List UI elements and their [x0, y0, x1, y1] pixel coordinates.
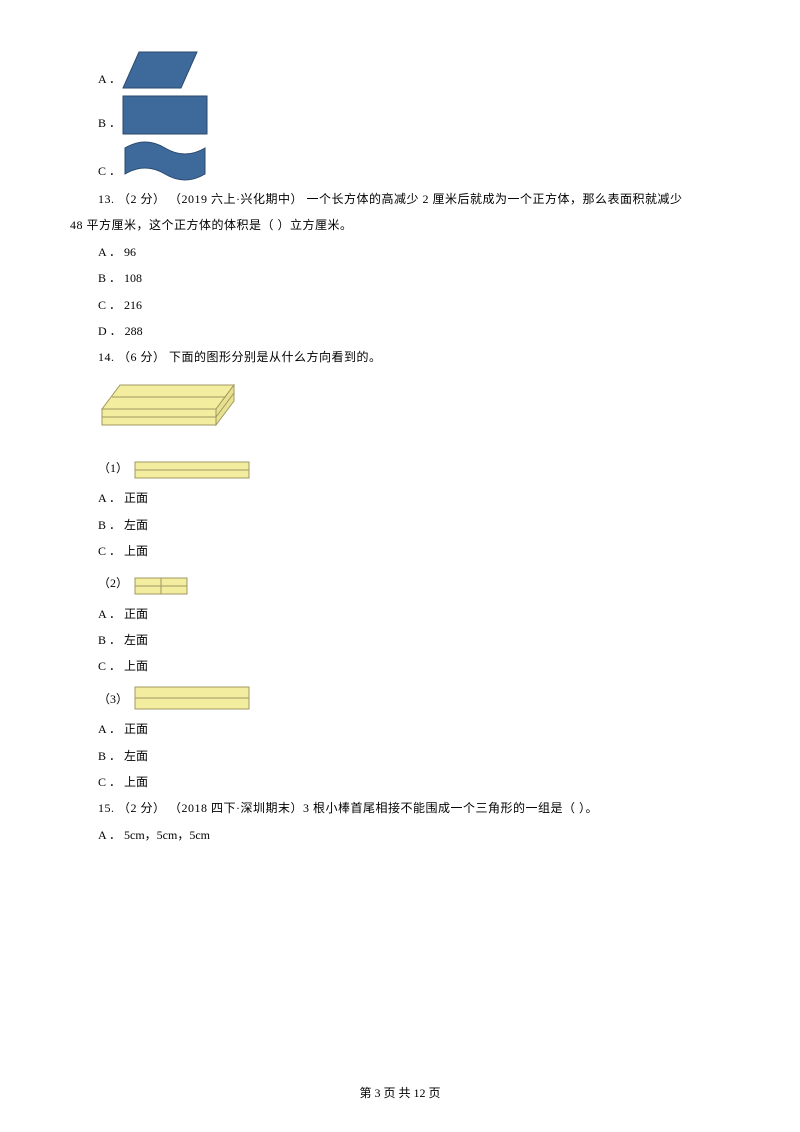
- q14-2-opt-a: A ． 正面: [70, 601, 730, 627]
- q14-1-opt-b: B ． 左面: [70, 512, 730, 538]
- parallelogram-icon: [121, 50, 201, 92]
- q14-3-opt-c: C ． 上面: [70, 769, 730, 795]
- wave-shape-icon: [121, 138, 211, 184]
- q15-opt-a: A ． 5cm，5cm，5cm: [70, 822, 730, 848]
- q13-opt-a: A ． 96: [70, 239, 730, 265]
- option-label-a: A ．: [98, 66, 121, 92]
- q14-3-opt-a: A ． 正面: [70, 716, 730, 742]
- q14-1-opt-a: A ． 正面: [70, 485, 730, 511]
- q14-2-opt-c: C ． 上面: [70, 653, 730, 679]
- option-label-c: C ．: [98, 158, 121, 184]
- q13-line1: 13. （2 分） （2019 六上·兴化期中） 一个长方体的高减少 2 厘米后…: [70, 186, 730, 212]
- q13-opt-b: B ． 108: [70, 265, 730, 291]
- q14-sub1: （1）: [98, 455, 730, 481]
- q13-opt-d: D ． 288: [70, 318, 730, 344]
- option-label-b: B ．: [98, 110, 121, 136]
- q13-line2: 48 平方厘米，这个正方体的体积是（ ）立方厘米。: [70, 212, 730, 238]
- q14-sub3-label: （3）: [98, 686, 128, 712]
- q14-sub2-label: （2）: [98, 570, 128, 596]
- q13-opt-c: C ． 216: [70, 292, 730, 318]
- q14-sub2: （2）: [98, 570, 730, 596]
- q14-text: 14. （6 分） 下面的图形分别是从什么方向看到的。: [70, 344, 730, 370]
- top-view-icon: [134, 686, 252, 712]
- q14-1-opt-c: C ． 上面: [70, 538, 730, 564]
- q14-sub3: （3）: [98, 686, 730, 712]
- q12-option-c: C ．: [70, 138, 730, 184]
- q14-2-opt-b: B ． 左面: [70, 627, 730, 653]
- q14-sub1-label: （1）: [98, 455, 128, 481]
- q14-3-opt-b: B ． 左面: [70, 743, 730, 769]
- front-view-icon: [134, 461, 252, 481]
- q14-main-figure: [98, 379, 730, 449]
- rectangle-icon: [121, 94, 211, 136]
- cuboid-3d-icon: [98, 379, 248, 449]
- side-view-icon: [134, 577, 190, 597]
- q12-option-a: A ．: [70, 50, 730, 92]
- page-footer: 第 3 页 共 12 页: [0, 1080, 800, 1106]
- q15-text: 15. （2 分） （2018 四下·深圳期末）3 根小棒首尾相接不能围成一个三…: [70, 795, 730, 821]
- q12-option-b: B ．: [70, 94, 730, 136]
